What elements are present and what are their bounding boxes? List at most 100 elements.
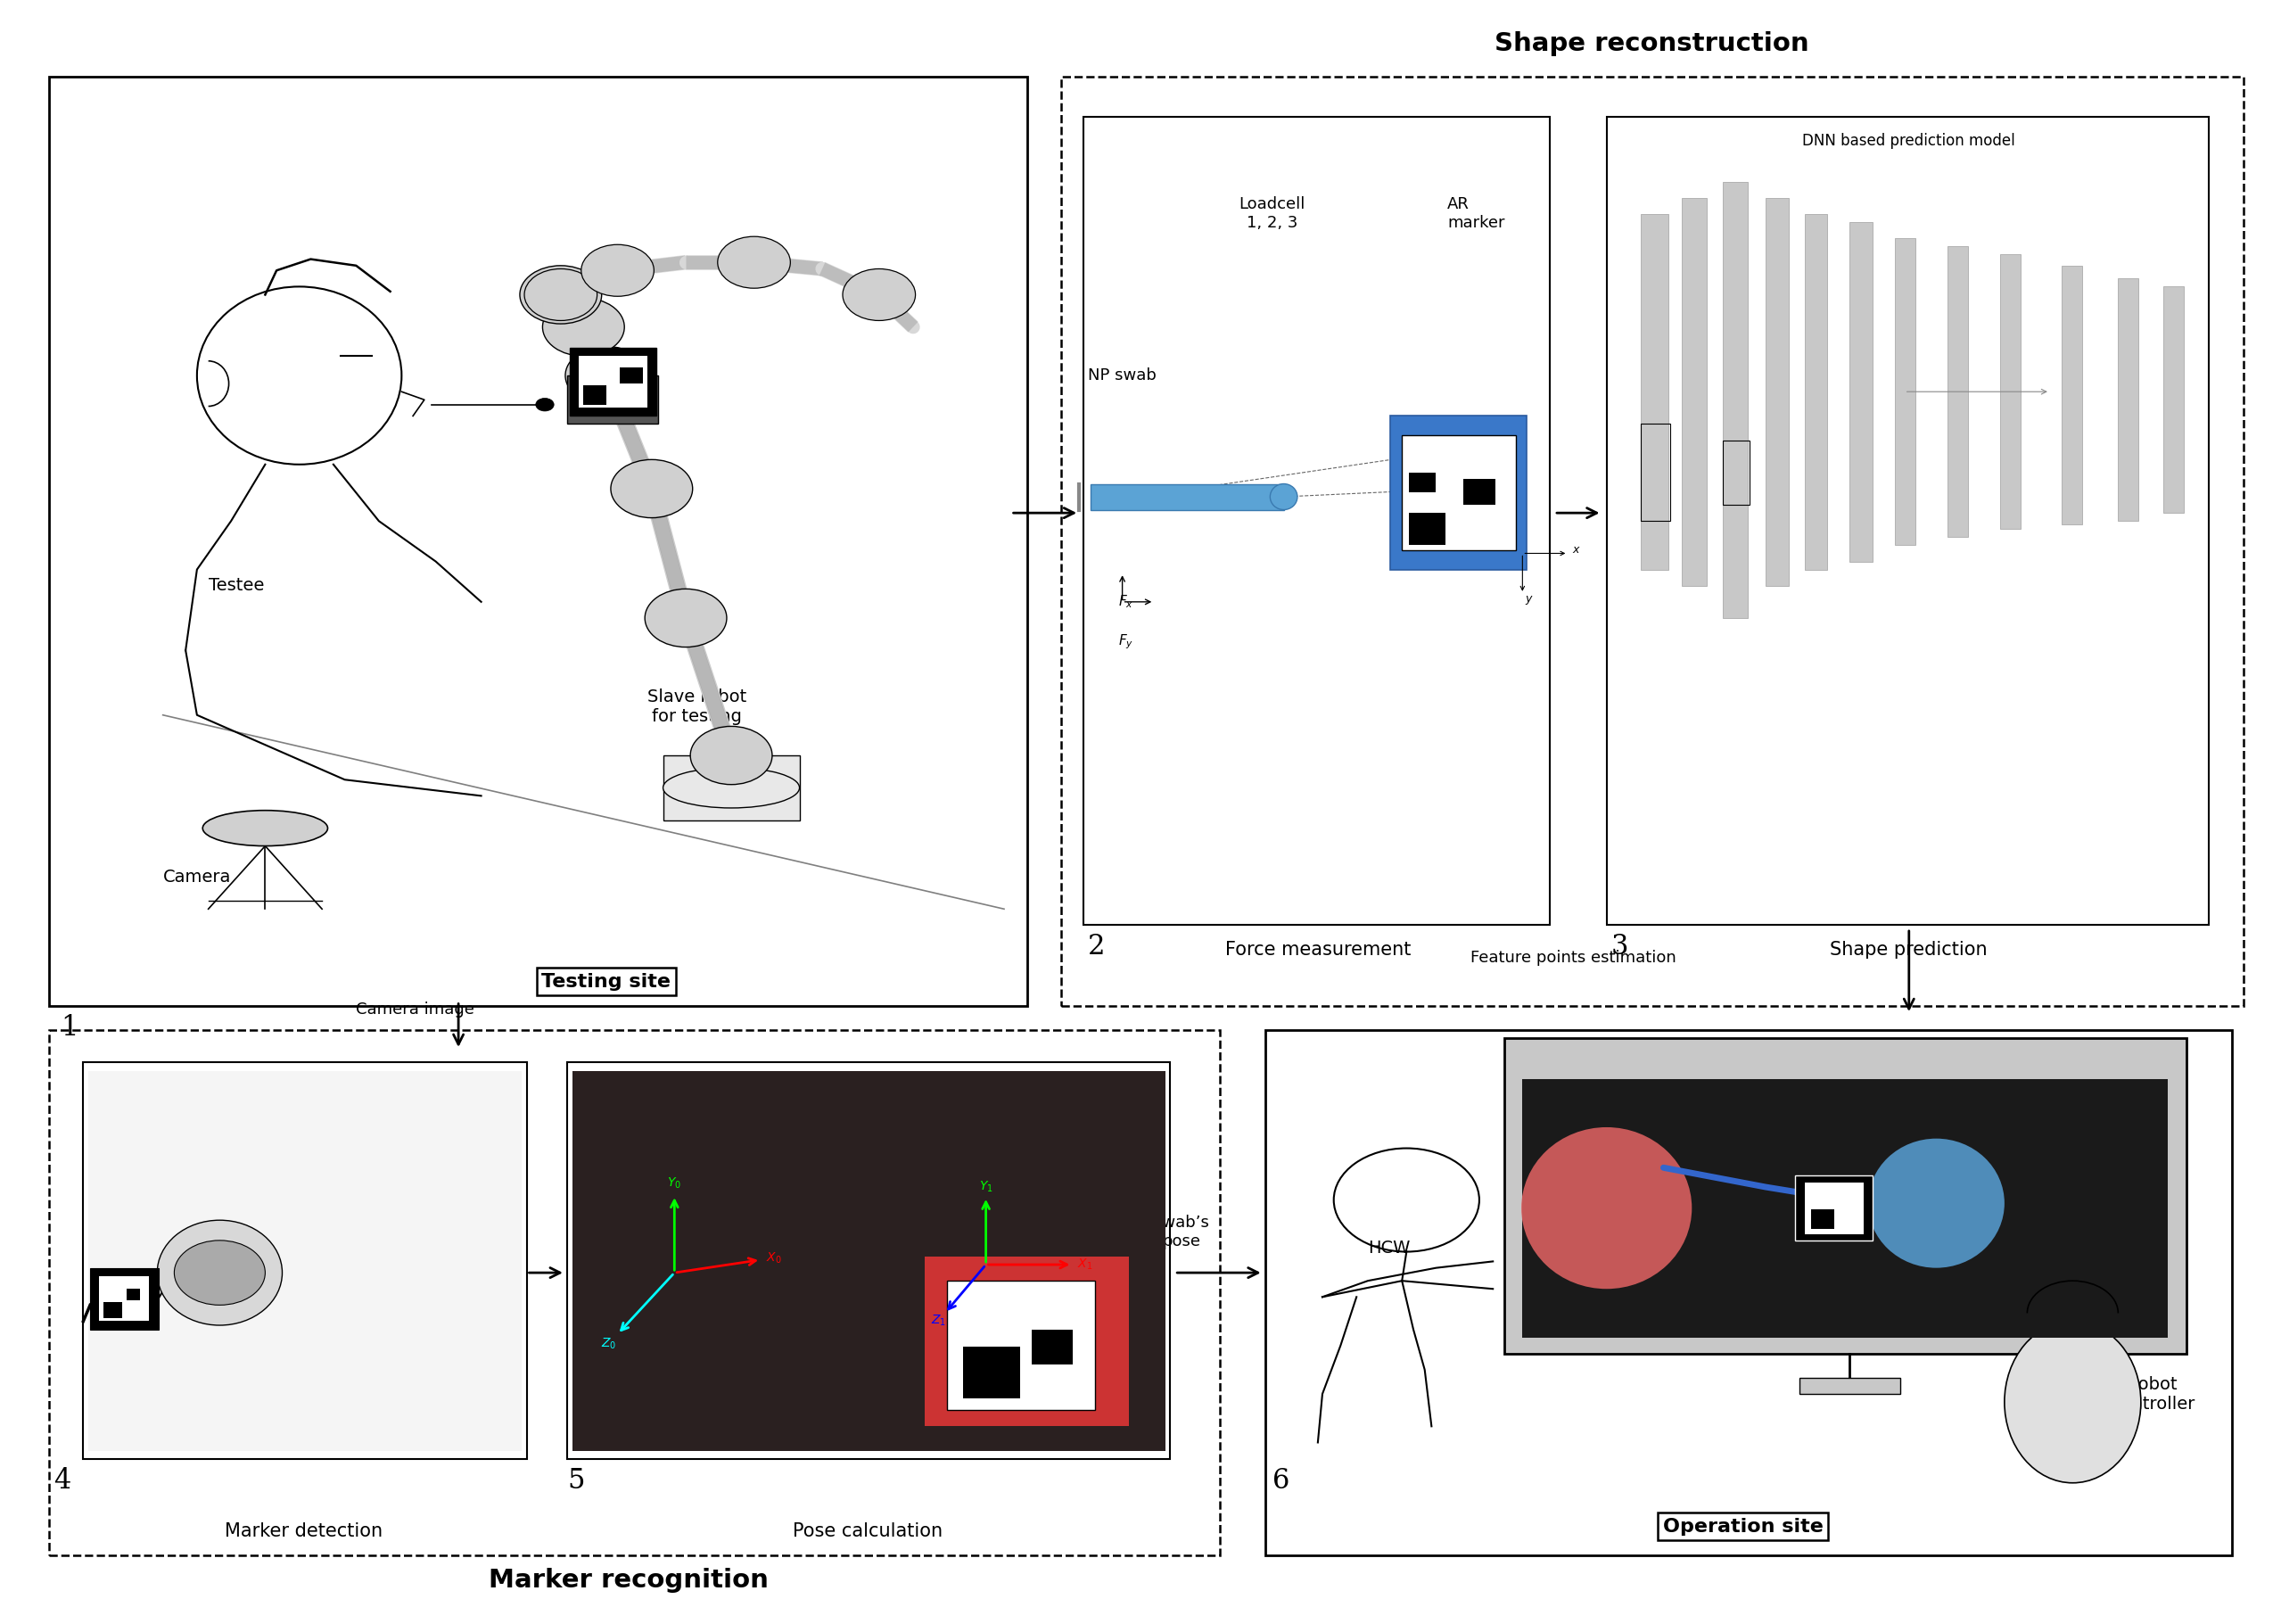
Bar (947, 1281, 1095, 1410)
Bar (1681, 198, 1706, 586)
Bar (98, 1276, 148, 1322)
Text: Loadcell
1, 2, 3: Loadcell 1, 2, 3 (1239, 197, 1305, 231)
Ellipse shape (664, 768, 798, 809)
Bar (2165, 286, 2185, 513)
Text: 1: 1 (62, 1013, 78, 1041)
Bar (1765, 198, 1788, 586)
Bar (50, 1030, 1220, 1556)
Bar (1083, 117, 1549, 926)
Bar (584, 385, 607, 404)
Bar (573, 1070, 1166, 1450)
Text: HCW: HCW (1369, 1241, 1410, 1257)
Circle shape (842, 270, 915, 320)
Text: 6: 6 (1273, 1466, 1289, 1494)
Bar (1795, 1176, 1873, 1241)
Bar (664, 755, 798, 820)
Bar (579, 356, 648, 408)
Text: Testee: Testee (208, 577, 265, 594)
Text: NP swab: NP swab (1088, 367, 1156, 383)
Bar (1896, 239, 1916, 546)
Bar (1948, 247, 1969, 538)
Text: Camera image: Camera image (356, 1000, 474, 1017)
Text: $Y_1$: $Y_1$ (979, 1179, 992, 1194)
Text: Marker recognition: Marker recognition (488, 1567, 769, 1593)
Text: Operation site: Operation site (1663, 1517, 1823, 1535)
Text: Feature points estimation: Feature points estimation (1471, 950, 1677, 966)
Bar (1722, 440, 1750, 505)
Bar (568, 375, 659, 424)
Text: $F_x$: $F_x$ (1118, 593, 1134, 611)
Circle shape (582, 245, 655, 296)
Text: $Y_0$: $Y_0$ (668, 1176, 682, 1190)
Bar (1804, 214, 1827, 570)
Text: DNN based prediction model: DNN based prediction model (1802, 133, 2016, 149)
Ellipse shape (2005, 1322, 2142, 1483)
Text: Camera: Camera (162, 869, 230, 885)
Circle shape (719, 237, 792, 287)
Bar (963, 1346, 1020, 1398)
Text: Shape reconstruction: Shape reconstruction (1494, 31, 1809, 57)
Bar (1464, 479, 1494, 505)
Circle shape (691, 726, 773, 784)
Text: $Z_0$: $Z_0$ (602, 1337, 616, 1351)
Bar (924, 1257, 1129, 1426)
Text: y: y (1524, 593, 1531, 604)
Bar (1403, 435, 1515, 551)
Circle shape (646, 590, 728, 646)
Circle shape (525, 270, 598, 320)
Bar (91, 1268, 157, 1330)
Text: $Z_1$: $Z_1$ (931, 1314, 947, 1328)
Circle shape (536, 398, 554, 411)
Bar (620, 367, 643, 383)
Text: Swab’s
pose: Swab’s pose (1152, 1215, 1209, 1249)
Text: $X_1$: $X_1$ (1077, 1257, 1093, 1272)
Ellipse shape (1271, 484, 1298, 510)
Text: Robot
Controller: Robot Controller (2110, 1376, 2194, 1413)
Text: Pose calculation: Pose calculation (794, 1522, 942, 1540)
Text: 5: 5 (568, 1466, 584, 1494)
Text: AR image: AR image (1590, 1054, 1663, 1070)
Bar (1850, 222, 1873, 562)
Text: Shape prediction: Shape prediction (1829, 940, 1987, 958)
Text: $F_y$: $F_y$ (1118, 633, 1134, 651)
Circle shape (520, 266, 602, 323)
Bar (2000, 255, 2021, 529)
Bar (2062, 266, 2083, 525)
Bar (1266, 1030, 2231, 1556)
Bar (568, 1062, 1170, 1458)
Bar (1521, 1078, 2169, 1338)
Bar (89, 1070, 522, 1450)
Bar (1606, 117, 2208, 926)
Ellipse shape (1521, 1127, 1693, 1289)
Text: Slave robot
for testing: Slave robot for testing (648, 689, 746, 726)
Text: 4: 4 (55, 1466, 71, 1494)
Bar (1800, 1377, 1900, 1393)
Bar (1410, 513, 1446, 546)
Text: 2: 2 (1088, 934, 1106, 961)
Text: x: x (1572, 544, 1578, 555)
Bar (125, 1289, 139, 1301)
Text: Testing site: Testing site (541, 973, 671, 991)
Bar (1391, 416, 1526, 570)
Bar (1031, 1330, 1072, 1364)
Bar (50, 76, 1026, 1005)
Text: 3: 3 (1610, 934, 1629, 961)
Bar (1640, 424, 1670, 521)
Circle shape (543, 297, 625, 356)
Bar (1410, 473, 1437, 492)
Bar (1090, 484, 1284, 510)
Bar (1811, 1210, 1834, 1229)
Text: $X_0$: $X_0$ (766, 1250, 782, 1265)
Circle shape (611, 460, 693, 518)
Bar (1804, 1182, 1864, 1234)
Bar (1503, 1038, 2187, 1353)
Text: Force measurement: Force measurement (1225, 940, 1410, 958)
Circle shape (566, 346, 648, 404)
Bar (84, 1062, 527, 1458)
Bar (1640, 214, 1667, 570)
Ellipse shape (1868, 1138, 2005, 1268)
Circle shape (173, 1241, 265, 1306)
Bar (2119, 279, 2140, 521)
Text: Marker detection: Marker detection (226, 1522, 383, 1540)
Bar (570, 348, 657, 416)
